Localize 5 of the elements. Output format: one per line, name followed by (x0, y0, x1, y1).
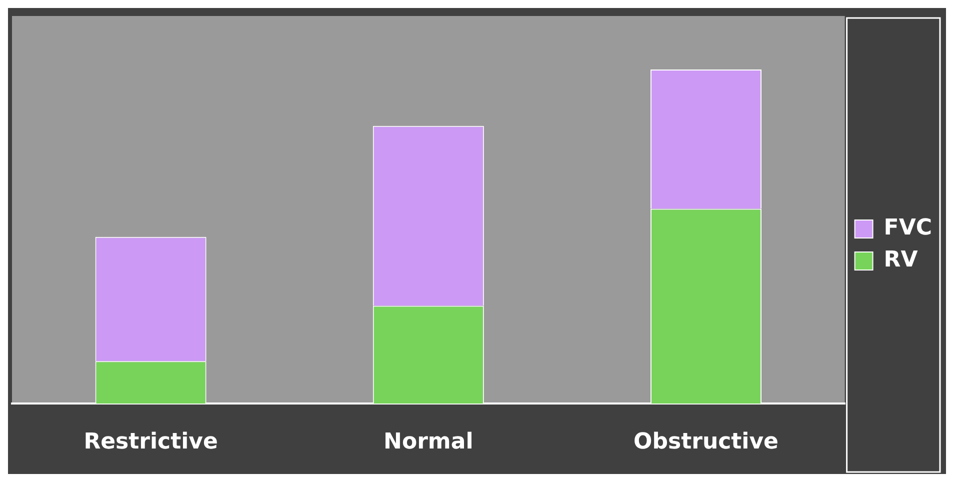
legend-label: FVC (884, 216, 932, 241)
x-tick-label: Restrictive (84, 430, 218, 455)
legend-label: RV (884, 248, 918, 273)
x-tick-label: Obstructive (634, 430, 778, 455)
x-tick-label: Normal (384, 430, 474, 455)
